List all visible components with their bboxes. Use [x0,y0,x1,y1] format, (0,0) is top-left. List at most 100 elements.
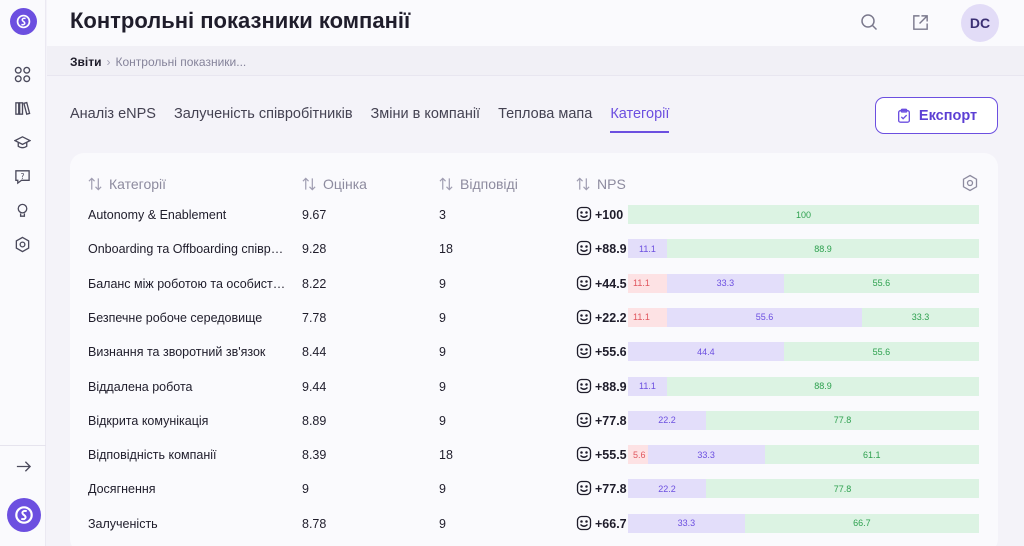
category-name: Autonomy & Enablement [88,208,227,222]
assistant-logo[interactable] [7,498,41,532]
category-name: Безпечне робоче середовище [88,310,263,325]
promoters-segment: 33.3 [862,307,979,327]
column-header-category[interactable]: Категорії [88,176,166,192]
table-row[interactable]: Autonomy & Enablement 9.67 3 +100 100 [70,199,998,233]
passives-segment: 55.6 [666,307,863,327]
score-value: 9.44 [302,379,327,394]
sort-icon [302,177,316,191]
sort-icon [576,177,590,191]
category-name: Відкрита комунікація [88,413,209,428]
nps-value: +22.2 [595,310,627,325]
breadcrumb: Звіти › Контрольні показники... [47,46,1024,76]
nps-distribution-bar: 11.1 88.9 [628,239,979,259]
category-name: Залученість [88,516,158,531]
passives-segment: 11.1 [628,376,667,396]
responses-count: 9 [439,516,446,531]
user-avatar[interactable]: DC [961,4,999,42]
category-name: Досягнення [88,482,156,497]
nps-distribution-bar: 22.2 77.8 [628,479,979,499]
graduation-cap-icon[interactable] [13,133,32,152]
tab-company-changes[interactable]: Зміни в компанії [370,106,481,122]
nps-distribution-bar: 11.1 88.9 [628,376,979,396]
promoters-segment: 100 [628,205,979,224]
app-logo[interactable] [10,8,37,35]
external-link-icon[interactable] [909,11,931,33]
column-label: Категорії [109,176,167,192]
responses-count: 9 [439,413,446,428]
arrow-right-icon[interactable] [13,456,33,476]
dashboard-icon[interactable] [13,65,32,84]
score-value: 9 [302,482,309,497]
nps-value: +100 [595,208,624,222]
passives-segment: 33.3 [666,273,784,293]
sidebar-divider [0,445,46,446]
clipboard-icon [897,108,910,123]
detractors-segment: 5.6 [628,445,648,465]
promoters-segment: 88.9 [666,376,979,396]
responses-count: 18 [439,448,453,463]
svg-text:?: ? [20,172,24,181]
table-row[interactable]: Досягнення 9 9 +77.8 22.2 77.8 [70,473,998,507]
table-row[interactable]: Onboarding та Offboarding співробітників… [70,233,998,267]
tab-enps-analysis[interactable]: Аналіз eNPS [70,106,156,122]
passives-segment: 33.3 [628,513,745,533]
column-label: Відповіді [460,176,518,192]
nps-value: +55.6 [595,345,627,360]
table-row[interactable]: Відповідність компанії 8.39 18 +55.5 5.6 33.3… [70,439,998,473]
nps-value: +77.8 [595,413,627,428]
category-name: Відповідність компанії [88,448,217,463]
feedback-icon[interactable]: ? [13,167,32,186]
score-value: 7.78 [302,310,327,325]
nps-distribution-bar: 11.1 33.3 55.6 [628,273,979,293]
smiley-icon [576,343,592,359]
nps-distribution-bar: 22.2 77.8 [628,410,979,430]
column-label: NPS [597,176,626,192]
table-row[interactable]: Віддалена робота 9.44 9 +88.9 11.1 88.9 [70,371,998,405]
promoters-segment: 61.1 [764,445,979,465]
library-icon[interactable] [13,99,32,118]
table-row[interactable]: Залученість 8.78 9 +66.7 33.3 66.7 [70,508,998,542]
category-name: Onboarding та Offboarding співробітників [88,242,288,257]
smiley-icon [576,480,592,496]
column-label: Оцінка [323,176,367,192]
score-value: 9.28 [302,242,327,257]
table-row[interactable]: Визнання та зворотний зв'язок 8.44 9 +55.6 4… [70,336,998,370]
score-value: 8.39 [302,448,327,463]
sort-icon [88,177,102,191]
score-value: 8.44 [302,345,327,360]
breadcrumb-root[interactable]: Звіти [70,55,102,69]
column-header-nps[interactable]: NPS [576,176,626,192]
score-value: 9.67 [302,208,327,222]
lightbulb-icon[interactable] [13,201,32,220]
smiley-icon [576,412,592,428]
column-header-responses[interactable]: Відповіді [439,176,518,192]
page-title: Контрольні показники компанії [70,8,411,33]
responses-count: 9 [439,379,446,394]
category-name: Баланс між роботою та особистим життям [88,276,288,291]
categories-table: Категорії Оцінка Відповіді NPS Autonomy … [70,153,998,546]
promoters-segment: 66.7 [744,513,979,533]
table-row[interactable]: Баланс між роботою та особистим життям 8.… [70,268,998,302]
top-header: Контрольні показники компанії DC [47,0,1024,46]
table-row[interactable]: Відкрита комунікація 8.89 9 +77.8 22.2 77.8 [70,405,998,439]
responses-count: 9 [439,310,446,325]
category-name: Віддалена робота [88,379,193,394]
tab-engagement[interactable]: Залученість співробітників [173,106,353,122]
table-row[interactable]: Безпечне робоче середовище 7.78 9 +22.2 11.1… [70,302,998,336]
tab-heatmap[interactable]: Теплова мапа [498,106,593,122]
search-icon[interactable] [858,11,880,33]
detractors-segment: 11.1 [628,307,667,327]
tab-categories[interactable]: Категорії [610,106,670,133]
settings-icon[interactable] [13,235,32,254]
promoters-segment: 77.8 [705,410,979,430]
column-header-score[interactable]: Оцінка [302,176,367,192]
responses-count: 3 [439,208,446,222]
export-button[interactable]: Експорт [875,97,998,134]
passives-segment: 44.4 [628,342,784,362]
responses-count: 9 [439,276,446,291]
export-label: Експорт [918,107,978,124]
table-settings-icon[interactable] [961,174,979,192]
nps-distribution-bar: 5.6 33.3 61.1 [628,445,979,465]
passives-segment: 22.2 [628,479,706,499]
nps-distribution-bar: 11.1 55.6 33.3 [628,307,979,327]
